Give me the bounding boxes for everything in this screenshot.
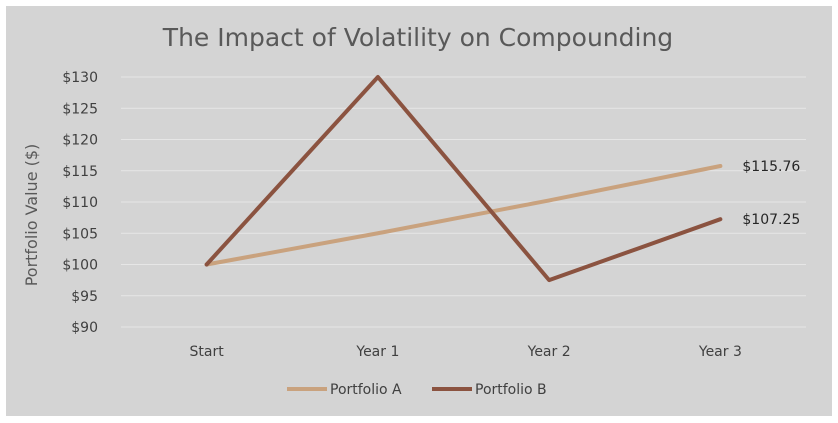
y-tick-label: $120 xyxy=(62,133,98,149)
end-labels: $115.76 $107.25 xyxy=(742,159,800,228)
x-tick-labels: Start Year 1 Year 2 Year 3 xyxy=(190,344,742,360)
data-point xyxy=(718,217,722,221)
y-tick-labels: $90 $95 $100 $105 $110 $115 $120 $125 $130 xyxy=(62,70,98,336)
data-point xyxy=(376,231,380,235)
x-tick-label: Year 3 xyxy=(698,344,742,360)
y-tick-label: $100 xyxy=(62,258,98,274)
y-tick-label: $110 xyxy=(62,195,98,211)
data-label: $107.25 xyxy=(742,212,800,228)
chart-title: The Impact of Volatility on Compounding xyxy=(162,23,673,52)
series-line-portfolio-b xyxy=(204,75,723,283)
y-tick-label: $125 xyxy=(62,101,98,117)
y-tick-label: $105 xyxy=(62,226,98,242)
chart-frame: The Impact of Volatility on Compounding … xyxy=(6,6,832,416)
legend: Portfolio A Portfolio B xyxy=(287,382,547,398)
series-line-portfolio-a xyxy=(204,164,723,267)
x-tick-label: Year 2 xyxy=(527,344,571,360)
data-point xyxy=(547,198,551,202)
y-tick-label: $90 xyxy=(71,320,98,336)
y-tick-label: $130 xyxy=(62,70,98,86)
legend-label: Portfolio B xyxy=(475,382,547,398)
x-tick-label: Year 1 xyxy=(355,344,399,360)
data-point xyxy=(376,75,380,79)
data-point xyxy=(205,263,209,266)
y-tick-label: $95 xyxy=(71,289,98,305)
grid-lines xyxy=(121,76,806,328)
series-lines xyxy=(204,75,723,283)
x-tick-label: Start xyxy=(190,344,225,360)
y-tick-label: $115 xyxy=(62,164,98,180)
data-point xyxy=(547,278,551,282)
legend-label: Portfolio A xyxy=(330,382,402,398)
line-chart: The Impact of Volatility on Compounding … xyxy=(22,23,806,398)
data-label: $115.76 xyxy=(742,159,800,175)
y-axis-label: Portfolio Value ($) xyxy=(22,144,41,287)
data-point xyxy=(718,164,722,168)
